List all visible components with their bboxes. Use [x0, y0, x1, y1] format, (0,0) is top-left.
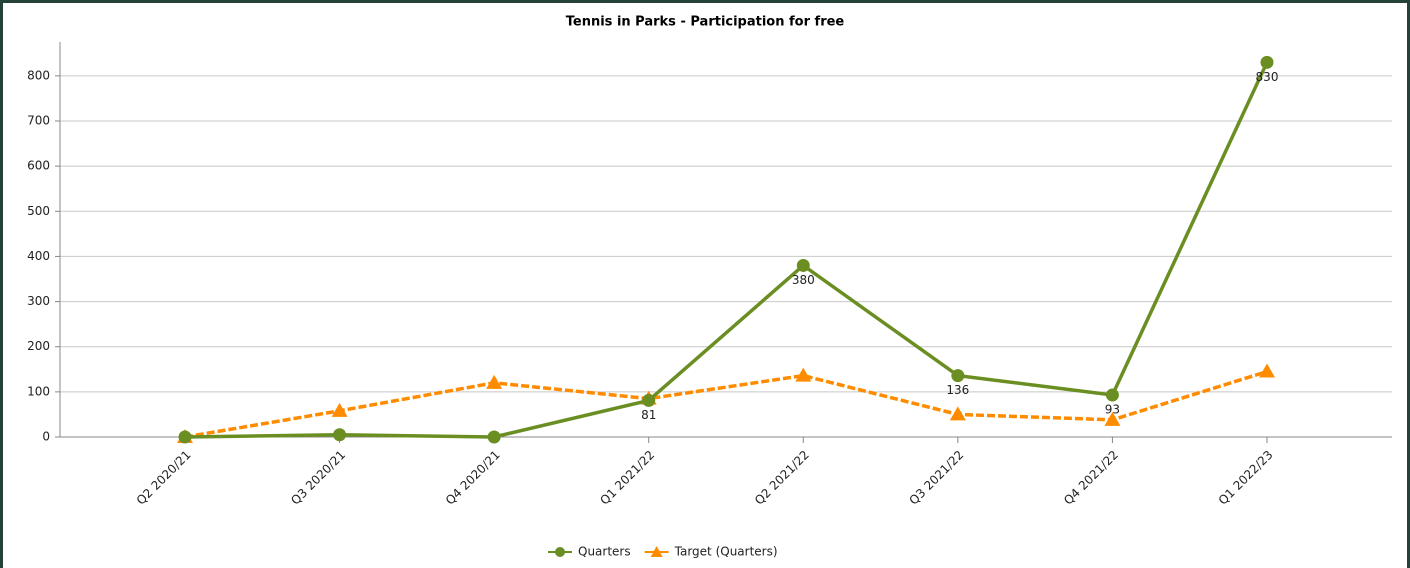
data-label: 93: [1105, 403, 1120, 417]
point: [949, 406, 966, 421]
legend: Quarters Target (Quarters): [548, 545, 778, 559]
y-tick-label: 300: [27, 294, 50, 308]
y-tick-label: 600: [27, 159, 50, 173]
data-label: 136: [946, 383, 969, 397]
y-tick-label: 0: [42, 430, 50, 444]
y-tick-label: 500: [27, 204, 50, 218]
data-label: 81: [641, 408, 656, 422]
legend-label: Quarters: [578, 545, 631, 559]
series-line: [184, 61, 1269, 439]
point: [796, 258, 810, 272]
y-tick-label: 800: [27, 68, 50, 82]
point: [486, 374, 503, 389]
chart-title: Tennis in Parks - Participation for free: [566, 15, 845, 30]
point: [487, 430, 501, 444]
point: [642, 393, 656, 407]
data-label: 380: [792, 273, 815, 287]
y-tick-label: 100: [27, 384, 50, 398]
data-label: 830: [1256, 70, 1279, 84]
y-tick-label: 400: [27, 249, 50, 263]
y-tick-label: 700: [27, 114, 50, 128]
point: [795, 367, 812, 382]
series-line: [184, 369, 1268, 439]
legend-label: Target (Quarters): [674, 545, 778, 559]
legend-marker: [650, 546, 663, 557]
point: [1104, 411, 1121, 426]
legend-marker: [555, 547, 565, 557]
point: [333, 428, 347, 442]
point: [1259, 363, 1275, 378]
point: [331, 402, 348, 417]
point: [951, 369, 965, 383]
point: [1260, 55, 1274, 69]
y-tick-label: 200: [27, 339, 50, 353]
point: [178, 430, 192, 444]
point: [1105, 388, 1119, 402]
